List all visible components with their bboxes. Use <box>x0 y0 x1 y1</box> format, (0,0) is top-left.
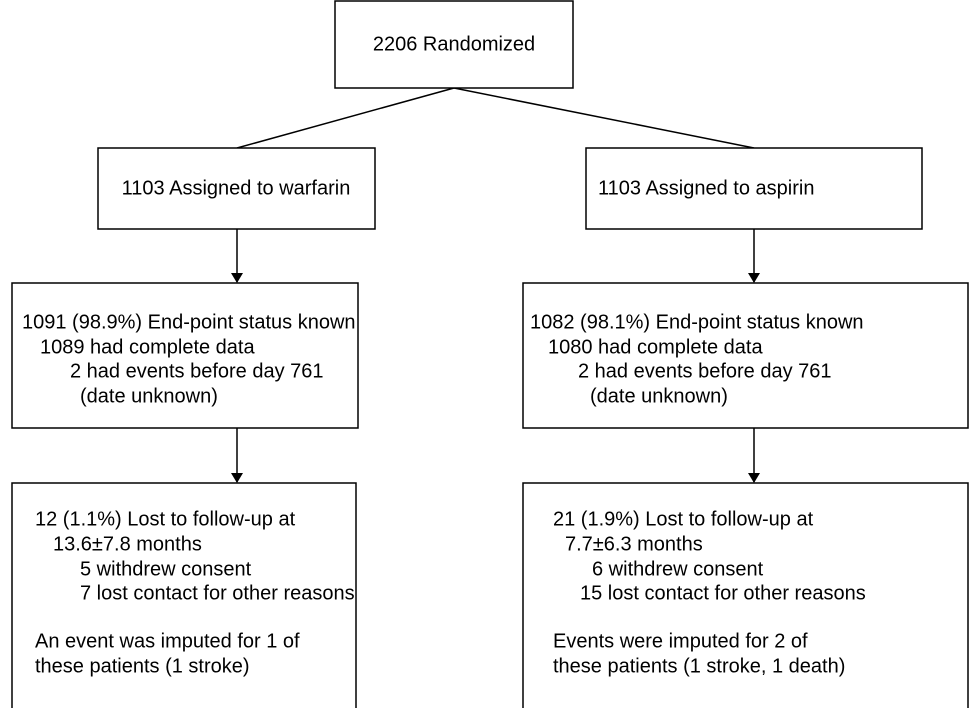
box-warfarin-status <box>11 282 359 429</box>
node-text: 1091 (98.9%) End-point status known <box>22 311 356 333</box>
node-text: 1089 had complete data <box>40 336 255 358</box>
node-text: 5 withdrew consent <box>80 558 252 580</box>
node-text: 6 withdrew consent <box>592 558 764 580</box>
node-text: 1103 Assigned to warfarin <box>122 177 351 199</box>
node-text: 13.6±7.8 months <box>53 533 202 555</box>
node-text: Events were imputed for 2 of <box>553 630 808 652</box>
node-text: 2 had events before day 761 <box>578 360 832 382</box>
node-text: 7 lost contact for other reasons <box>80 582 355 604</box>
node-text: 7.7±6.3 months <box>565 533 703 555</box>
box-aspirin <box>585 147 923 230</box>
node-text: 15 lost contact for other reasons <box>580 582 866 604</box>
node-text: 1082 (98.1%) End-point status known <box>530 311 864 333</box>
node-text: 21 (1.9%) Lost to follow-up at <box>553 508 814 530</box>
box-warfarin <box>97 147 376 230</box>
node-text: these patients (1 stroke, 1 death) <box>553 655 845 677</box>
node-text: 12 (1.1%) Lost to follow-up at <box>35 508 296 530</box>
node-text: 1103 Assigned to aspirin <box>598 177 814 199</box>
box-randomized <box>334 0 574 89</box>
box-aspirin-status <box>522 282 969 429</box>
node-text: these patients (1 stroke) <box>35 655 250 677</box>
box-warfarin-lost <box>11 482 357 708</box>
node-text: 2 had events before day 761 <box>70 360 324 382</box>
node-text: (date unknown) <box>80 385 218 407</box>
node-text: 1080 had complete data <box>548 336 763 358</box>
node-text: 2206 Randomized <box>373 33 535 55</box>
connector <box>236 87 455 149</box>
node-text: (date unknown) <box>590 385 728 407</box>
box-aspirin-lost <box>522 482 969 708</box>
connector <box>453 87 755 149</box>
node-text: An event was imputed for 1 of <box>35 630 300 652</box>
